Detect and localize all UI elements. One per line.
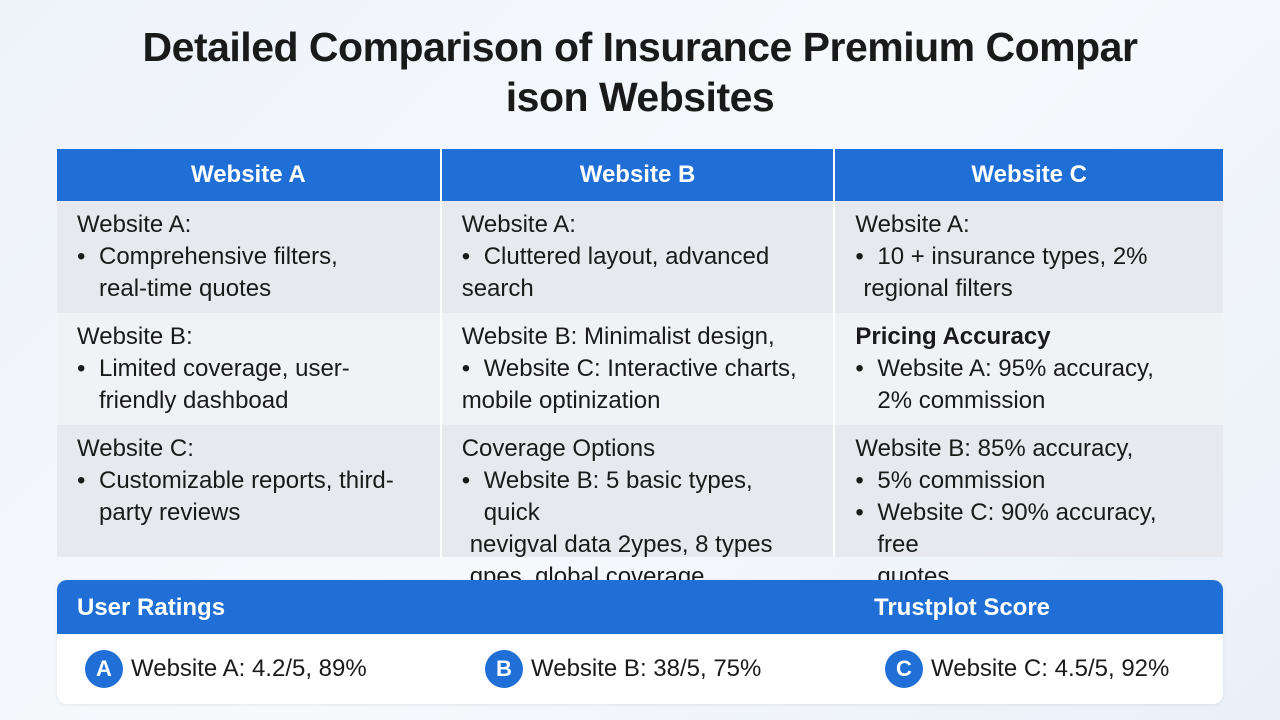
header-website-a: Website A — [57, 149, 442, 201]
table-cell: Website A: Cluttered layout, advanced se… — [441, 201, 834, 313]
table-cell: Website B: Limited coverage, user- frien… — [57, 313, 440, 425]
ratings-header: User Ratings Trustplot Score — [57, 580, 1223, 634]
badge-c-icon: C — [885, 650, 923, 688]
cell-heading: Website A: — [461, 211, 576, 238]
cell-bullet: Comprehensive filters, — [77, 241, 420, 273]
cell-line: real-time quotes — [99, 275, 272, 302]
table-cell: Website A: Comprehensive filters, real-t… — [57, 201, 440, 313]
cell-line: search — [461, 275, 534, 302]
cell-bullet: Customizable reports, third- — [77, 465, 420, 497]
cell-line: nevigval data 2ypes, 8 types — [469, 531, 773, 558]
cell-heading: Pricing Accuracy — [855, 323, 1051, 350]
rating-item: A Website A: 4.2/5, 89% — [85, 650, 367, 688]
title-line-1: Detailed Comparison of Insurance Premium… — [142, 24, 1138, 70]
ratings-body: A Website A: 4.2/5, 89% B Website B: 38/… — [57, 634, 1223, 704]
ratings-panel: User Ratings Trustplot Score A Website A… — [57, 580, 1223, 704]
rating-item: C Website C: 4.5/5, 92% — [885, 650, 1169, 688]
cell-line: mobile optinization — [461, 387, 661, 414]
cell-heading: Website A: — [77, 211, 192, 238]
cell-bullet: Website B: 5 basic types, quick — [462, 465, 814, 529]
cell-line: party reviews — [99, 499, 241, 526]
rating-text: Website B: 38/5, 75% — [531, 655, 762, 682]
rating-text: Website A: 4.2/5, 89% — [131, 655, 367, 682]
badge-a-icon: A — [85, 650, 123, 688]
cell-bullet: Cluttered layout, advanced — [462, 241, 814, 273]
page-title: Detailed Comparison of Insurance Premium… — [0, 22, 1280, 122]
comparison-table: Website A Website B Website C Website A:… — [57, 149, 1224, 590]
cell-line: regional filters — [863, 275, 1013, 302]
title-line-2: ison Websites — [505, 74, 775, 120]
table-cell: Coverage Options Website B: 5 basic type… — [441, 425, 834, 590]
cell-line: friendly dashboad — [99, 387, 289, 414]
header-website-b: Website B — [441, 149, 836, 201]
column-website-c: Website A: 10 + insurance types, 2% regi… — [835, 201, 1224, 590]
rating-text: Website C: 4.5/5, 92% — [931, 655, 1170, 682]
table-cell: Website B: 85% accuracy, 5% commission W… — [835, 425, 1224, 590]
cell-heading: Website B: 85% accuracy, — [855, 435, 1134, 462]
trustpilot-score-label: Trustplot Score — [874, 594, 1051, 621]
cell-bullet: Limited coverage, user- — [77, 353, 420, 385]
badge-b-icon: B — [485, 650, 523, 688]
table-cell: Website C: Customizable reports, third- … — [57, 425, 440, 557]
cell-heading: Website B: Minimalist design, — [461, 323, 775, 350]
table-cell: Website B: Minimalist design, Website C:… — [441, 313, 834, 425]
table-header-row: Website A Website B Website C — [57, 149, 1224, 201]
cell-heading: Website C: — [77, 435, 194, 462]
cell-heading: Coverage Options — [461, 435, 656, 462]
cell-bullet: 5% commission — [855, 465, 1203, 497]
header-website-c: Website C — [835, 149, 1224, 201]
cell-heading: Website A: — [855, 211, 970, 238]
cell-bullet: Website C: 90% accuracy, free — [855, 497, 1203, 561]
cell-bullet: 10 + insurance types, 2% — [855, 241, 1203, 273]
rating-item: B Website B: 38/5, 75% — [485, 650, 761, 688]
table-body: Website A: Comprehensive filters, real-t… — [57, 201, 1224, 590]
cell-bullet: Website C: Interactive charts, — [462, 353, 814, 385]
cell-heading: Website B: — [77, 323, 193, 350]
column-website-a: Website A: Comprehensive filters, real-t… — [57, 201, 442, 557]
table-cell: Website A: 10 + insurance types, 2% regi… — [835, 201, 1224, 313]
cell-bullet: Website A: 95% accuracy, — [855, 353, 1203, 385]
column-website-b: Website A: Cluttered layout, advanced se… — [441, 201, 836, 590]
cell-line: 2% commission — [877, 387, 1046, 414]
table-cell: Pricing Accuracy Website A: 95% accuracy… — [835, 313, 1224, 425]
user-ratings-label: User Ratings — [77, 594, 226, 621]
